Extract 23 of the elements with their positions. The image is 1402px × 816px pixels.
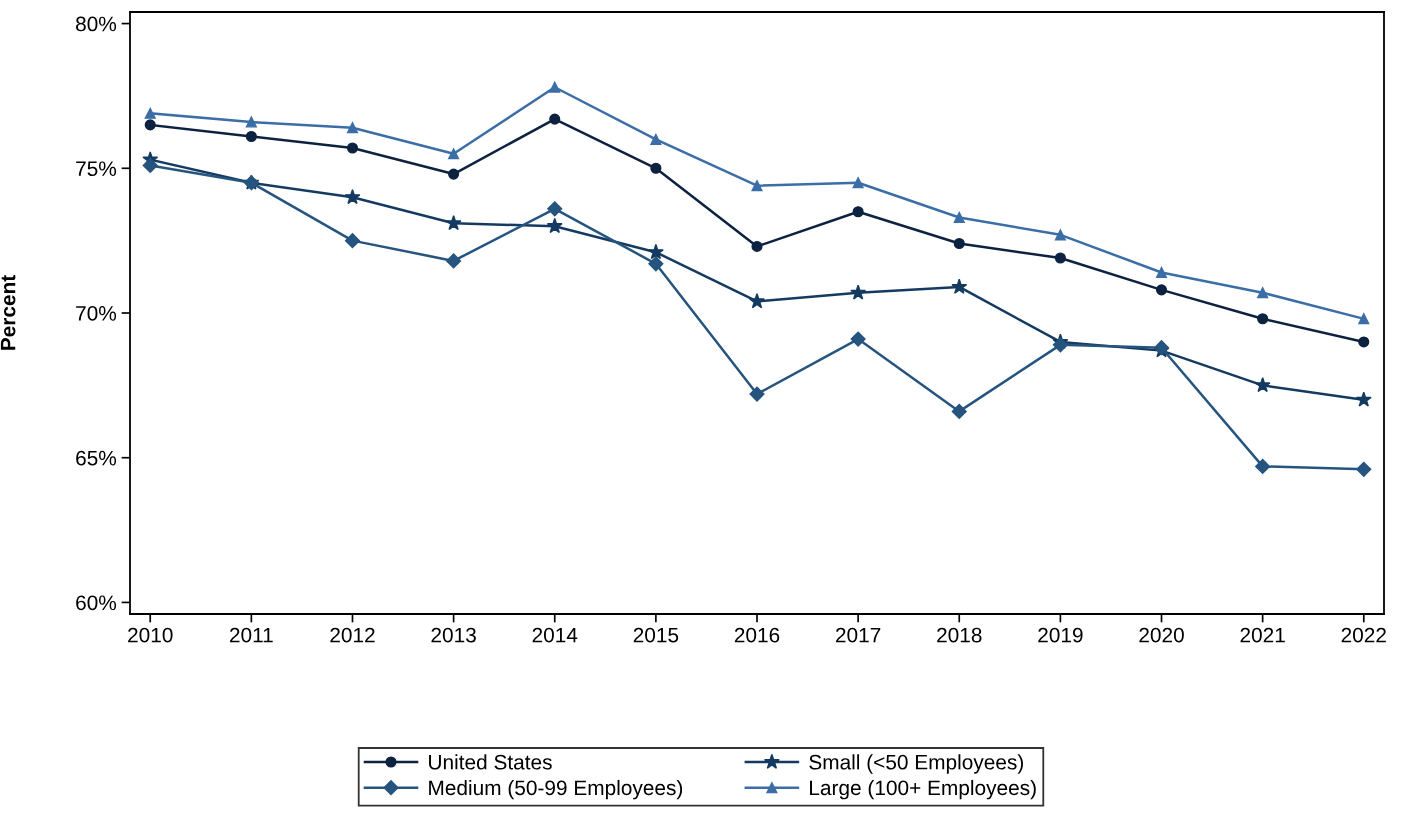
legend-label: Medium (50-99 Employees) — [429, 779, 683, 800]
y-axis-title: Percent — [0, 275, 16, 350]
x-tick-label: 2018 — [937, 627, 982, 643]
y-tick-label: 70% — [76, 306, 117, 321]
x-tick-label: 2020 — [1139, 627, 1184, 643]
legend-label: United States — [429, 754, 552, 770]
legend-label: Small (<50 Employees) — [809, 754, 1023, 774]
x-tick-label: 2012 — [330, 627, 375, 643]
x-tick-label: 2014 — [532, 627, 578, 643]
x-tick-label: 2010 — [128, 627, 173, 643]
legend-label: Large (100+ Employees) — [810, 779, 1036, 800]
x-tick-label: 2019 — [1038, 627, 1083, 643]
y-tick-label: 65% — [76, 450, 117, 466]
x-tick-label: 2022 — [1341, 627, 1386, 643]
y-tick-label: 75% — [76, 161, 117, 177]
x-tick-label: 2021 — [1240, 627, 1285, 643]
x-tick-label: 2011 — [230, 627, 273, 643]
x-tick-label: 2017 — [836, 627, 881, 643]
y-tick-label: 60% — [76, 595, 117, 611]
x-tick-label: 2015 — [633, 627, 679, 643]
x-tick-label: 2013 — [431, 627, 476, 643]
y-tick-label: 80% — [76, 16, 117, 32]
x-tick-label: 2016 — [734, 627, 780, 643]
